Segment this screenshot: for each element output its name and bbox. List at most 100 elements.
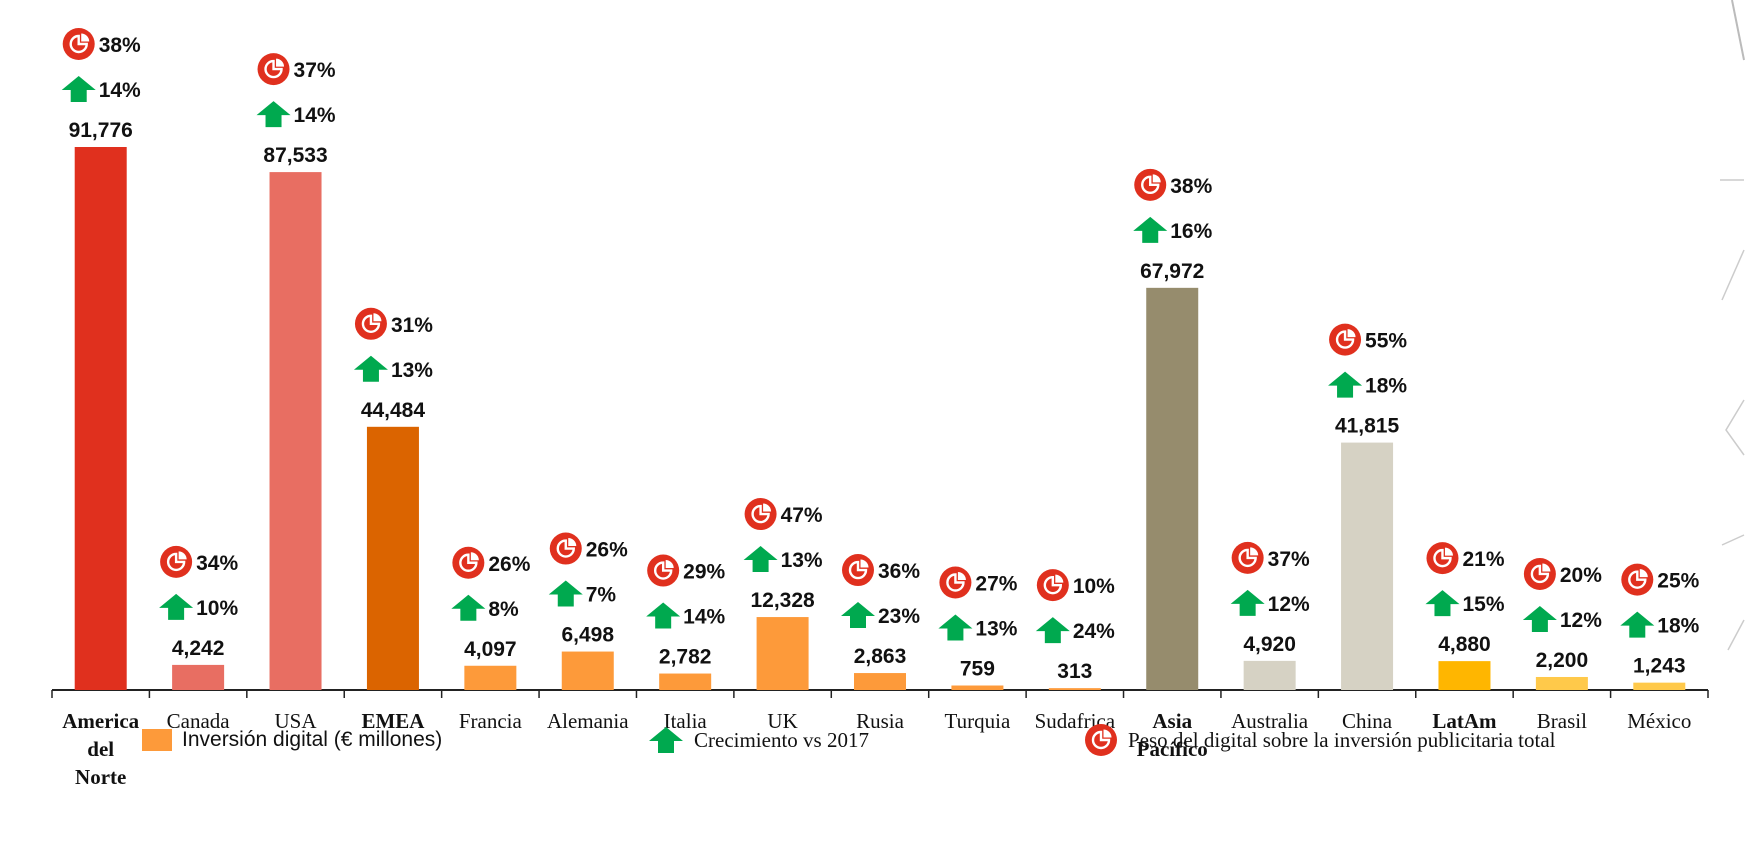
bar <box>74 147 127 690</box>
green-up-arrow-icon <box>1328 371 1363 398</box>
bar <box>756 617 809 690</box>
category-label: EMEA <box>361 709 425 733</box>
growth-label: 13% <box>391 359 433 382</box>
digital-share-label: 38% <box>99 34 141 57</box>
bar-group-uk: 12,328 13% 47% UK <box>743 498 823 733</box>
red-pie-icon <box>1036 569 1069 602</box>
growth-label: 14% <box>99 79 141 102</box>
category-label: Pacífico <box>1137 737 1208 761</box>
growth-label: 12% <box>1268 593 1310 616</box>
green-up-arrow-icon <box>548 580 583 607</box>
red-pie-icon <box>452 546 485 579</box>
green-up-arrow-icon <box>61 76 96 102</box>
category-label: LatAm <box>1432 709 1497 733</box>
bar <box>951 685 1004 690</box>
bar <box>1243 660 1296 690</box>
bar <box>1438 661 1491 690</box>
bar-group-america-del-norte: 91,776 14% 38% America del Norte <box>61 28 141 789</box>
green-up-arrow-icon <box>1035 617 1070 644</box>
green-up-arrow-icon <box>646 602 681 629</box>
growth-label: 14% <box>683 606 725 629</box>
legend-share-label: Peso del digital sobre la inversión publ… <box>1128 727 1556 752</box>
digital-share-label: 37% <box>1268 548 1310 571</box>
red-pie-icon <box>1523 557 1556 590</box>
green-up-arrow-icon <box>1522 605 1557 632</box>
growth-label: 7% <box>586 584 617 607</box>
bar-group-brasil: 2,200 12% 20% Brasil <box>1522 557 1602 733</box>
bar <box>172 664 225 690</box>
value-label: 4,097 <box>464 638 517 661</box>
digital-share-label: 26% <box>488 553 530 576</box>
category-label: China <box>1342 709 1393 733</box>
legend-share: Peso del digital sobre la inversión publ… <box>1084 722 1556 758</box>
legend-growth: Crecimiento vs 2017 <box>648 722 869 758</box>
category-label: México <box>1627 709 1691 733</box>
red-pie-icon <box>160 545 193 578</box>
digital-share-label: 20% <box>1560 564 1602 587</box>
bar-group-francia: 4,097 8% 26% Francia <box>451 546 531 733</box>
bar <box>1048 688 1101 690</box>
category-label: USA <box>275 709 318 733</box>
digital-share-label: 27% <box>975 573 1017 596</box>
red-pie-icon <box>1329 323 1362 356</box>
value-label: 2,782 <box>659 646 712 669</box>
digital-share-label: 31% <box>391 314 433 337</box>
legend-investment-label: Inversión digital (€ millones) <box>182 728 443 751</box>
bar-group-usa: 87,533 14% 37% USA <box>256 53 336 733</box>
green-up-arrow-icon <box>1230 589 1265 616</box>
red-pie-icon <box>939 566 972 599</box>
bar <box>854 673 906 690</box>
growth-label: 13% <box>975 618 1017 641</box>
bar-group-china: 41,815 18% 55% China <box>1328 323 1407 733</box>
green-up-arrow-icon <box>649 727 683 753</box>
value-label: 41,815 <box>1335 415 1400 438</box>
growth-label: 10% <box>196 597 238 620</box>
bar <box>464 665 517 690</box>
bar-group-latam: 4,880 15% 21% LatAm <box>1425 542 1505 733</box>
bar-group-méxico: 1,243 18% 25% México <box>1620 563 1700 733</box>
category-label: del <box>87 737 114 761</box>
category-label: Australia <box>1231 709 1309 733</box>
red-pie-icon <box>1231 541 1264 574</box>
category-label: America <box>62 709 139 733</box>
value-label: 6,498 <box>561 624 614 647</box>
growth-label: 18% <box>1365 375 1407 398</box>
bar-group-rusia: 2,863 23% 36% Rusia <box>841 554 920 733</box>
bar <box>269 172 322 690</box>
digital-share-label: 38% <box>1170 175 1212 198</box>
growth-label: 16% <box>1170 220 1212 243</box>
category-label: Turquia <box>945 709 1011 733</box>
category-label: Italia <box>664 709 708 733</box>
red-pie-icon <box>744 498 777 531</box>
category-label: Francia <box>459 709 523 733</box>
bar <box>366 426 419 690</box>
growth-label: 13% <box>781 549 823 572</box>
growth-label: 24% <box>1073 620 1115 643</box>
digital-share-label: 55% <box>1365 330 1407 353</box>
bar-group-asia-pacífico: 67,972 16% 38% Asia Pacífico <box>1133 168 1213 761</box>
category-label: Brasil <box>1537 709 1587 733</box>
growth-label: 14% <box>294 104 336 127</box>
value-label: 87,533 <box>263 144 327 167</box>
value-label: 2,863 <box>854 645 907 668</box>
bar <box>659 673 712 690</box>
digital-share-label: 10% <box>1073 575 1115 598</box>
value-label: 67,972 <box>1140 260 1204 283</box>
green-up-arrow-icon <box>256 101 291 128</box>
digital-share-label: 47% <box>781 504 823 527</box>
red-pie-icon <box>354 307 387 340</box>
bar-group-turquia: 759 13% 27% Turquia <box>938 566 1018 733</box>
red-pie-icon <box>1621 563 1654 596</box>
green-up-arrow-icon <box>841 602 875 629</box>
green-up-arrow-icon <box>743 546 778 573</box>
category-label: Alemania <box>547 709 629 733</box>
green-up-arrow-icon <box>938 614 973 641</box>
legend-investment-swatch <box>142 729 172 751</box>
bar <box>1341 442 1394 690</box>
green-up-arrow-icon <box>1425 590 1460 617</box>
green-up-arrow-icon <box>159 593 194 620</box>
category-label: UK <box>767 709 797 733</box>
growth-label: 8% <box>488 598 519 621</box>
